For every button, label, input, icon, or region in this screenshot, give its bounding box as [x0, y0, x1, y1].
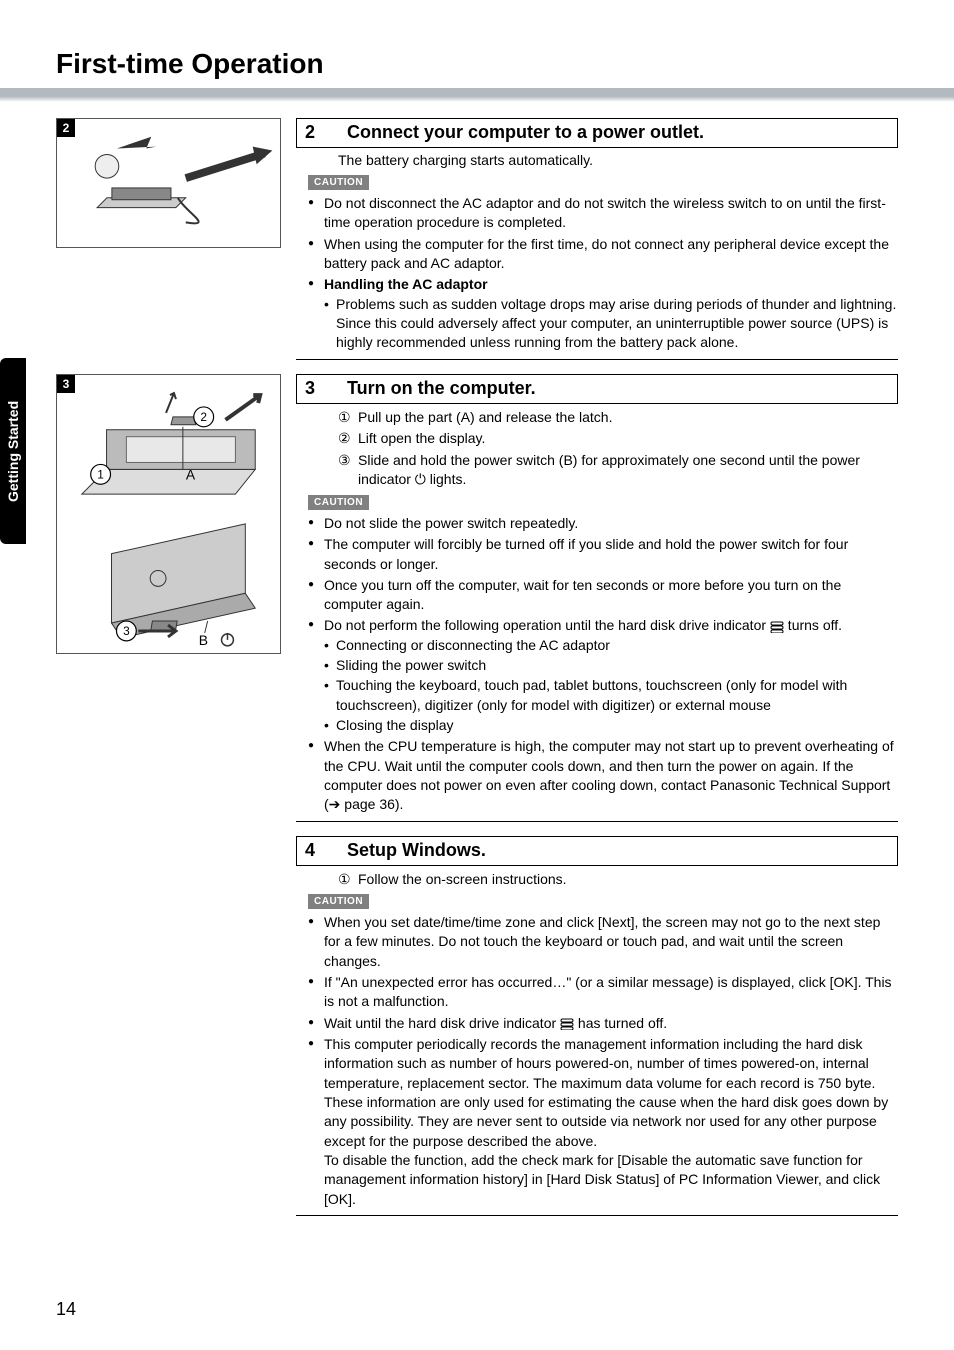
step3-number: 3: [305, 378, 347, 399]
list-item-mgmt: This computer periodically records the m…: [308, 1035, 898, 1209]
handling-ac-sublist: Problems such as sudden voltage drops ma…: [324, 295, 898, 353]
step4-steps: Follow the on-screen instructions.: [296, 870, 898, 890]
step3-title: Turn on the computer.: [347, 378, 536, 399]
list-item: Sliding the power switch: [324, 656, 898, 675]
step3-caution-list: Do not slide the power switch repeatedly…: [296, 514, 898, 815]
step3-header: 3 Turn on the computer.: [296, 374, 898, 404]
divider: [296, 821, 898, 822]
figure-3-badge: 3: [57, 375, 75, 393]
fig3-label-b: B: [199, 631, 208, 647]
step2-title: Connect your computer to a power outlet.: [347, 122, 704, 143]
figure-2-badge: 2: [57, 119, 75, 137]
list-item: Slide and hold the power switch (B) for …: [338, 451, 898, 490]
step2-row: 2 2 Connect your computer to a power out…: [56, 118, 898, 374]
step3-hdd-sublist: Connecting or disconnecting the AC adapt…: [324, 636, 898, 736]
list-item: Do not disconnect the AC adaptor and do …: [308, 194, 898, 233]
fig3-circle-2: 2: [200, 409, 207, 423]
mgmt-text-1: This computer periodically records the m…: [324, 1036, 888, 1149]
hdd-icon: [770, 621, 784, 633]
list-item: The computer will forcibly be turned off…: [308, 535, 898, 574]
divider: [296, 1215, 898, 1216]
step2-caution-list: Do not disconnect the AC adaptor and do …: [296, 194, 898, 353]
step4-row: 4 Setup Windows. Follow the on-screen in…: [56, 836, 898, 1230]
handling-ac-heading-text: Handling the AC adaptor: [324, 276, 488, 292]
step3-caution-label: CAUTION: [308, 495, 369, 510]
step3-steps: Pull up the part (A) and release the lat…: [296, 408, 898, 490]
list-item: Pull up the part (A) and release the lat…: [338, 408, 898, 428]
figure-3: 3 1 2 A: [56, 374, 281, 654]
hdd-wait-post: has turned off.: [574, 1015, 667, 1031]
figure-3-illustration: 1 2 A 3: [57, 375, 280, 653]
title-underline: [0, 88, 954, 102]
hdd-wait-pre: Wait until the hard disk drive indicator: [324, 1015, 560, 1031]
page-number: 14: [56, 1299, 76, 1320]
list-item: Do not slide the power switch repeatedly…: [308, 514, 898, 533]
list-item: Follow the on-screen instructions.: [338, 870, 898, 890]
list-item: Connecting or disconnecting the AC adapt…: [324, 636, 898, 655]
step4-title: Setup Windows.: [347, 840, 486, 861]
side-tab-getting-started: Getting Started: [0, 358, 26, 544]
list-item: Lift open the display.: [338, 429, 898, 449]
step2-header: 2 Connect your computer to a power outle…: [296, 118, 898, 148]
fig3-label-a: A: [186, 466, 196, 482]
figure-2-illustration: [57, 119, 280, 247]
fig3-circle-1: 1: [97, 467, 104, 481]
step2-number: 2: [305, 122, 347, 143]
step4-caution-list: When you set date/time/time zone and cli…: [296, 913, 898, 1209]
list-item: Once you turn off the computer, wait for…: [308, 576, 898, 615]
hdd-text-pre: Do not perform the following operation u…: [324, 617, 770, 633]
list-item-hdd: Do not perform the following operation u…: [308, 616, 898, 735]
step4-header: 4 Setup Windows.: [296, 836, 898, 866]
page-title: First-time Operation: [56, 48, 324, 80]
list-item: Closing the display: [324, 716, 898, 735]
divider: [296, 359, 898, 360]
list-item: When you set date/time/time zone and cli…: [308, 913, 898, 971]
mgmt-text-2: To disable the function, add the check m…: [324, 1152, 880, 1207]
list-item-hdd-wait: Wait until the hard disk drive indicator…: [308, 1014, 898, 1033]
step3-row: 3 1 2 A: [56, 374, 898, 836]
hdd-text-post: turns off.: [784, 617, 842, 633]
hdd-icon: [560, 1018, 574, 1030]
figure-2: 2: [56, 118, 281, 248]
list-item: If "An unexpected error has occurred…" (…: [308, 973, 898, 1012]
step2-caution-label: CAUTION: [308, 175, 369, 190]
main-content: 2 2 Connect your computer to a power out…: [56, 118, 898, 1230]
fig3-circle-3: 3: [123, 623, 130, 637]
list-item: Problems such as sudden voltage drops ma…: [324, 295, 898, 353]
list-item: When the CPU temperature is high, the co…: [308, 737, 898, 814]
step4-caution-label: CAUTION: [308, 894, 369, 909]
handling-ac-heading: Handling the AC adaptor Problems such as…: [308, 275, 898, 352]
list-item: When using the computer for the first ti…: [308, 235, 898, 274]
step2-intro: The battery charging starts automaticall…: [296, 152, 898, 168]
step4-number: 4: [305, 840, 347, 861]
list-item: Touching the keyboard, touch pad, tablet…: [324, 676, 898, 715]
